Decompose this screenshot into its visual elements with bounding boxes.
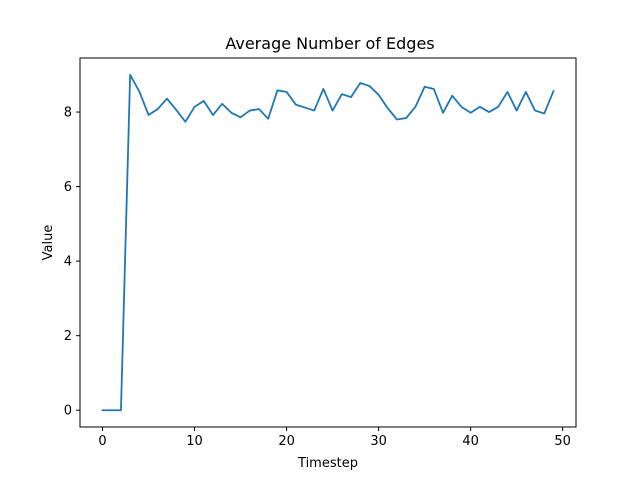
x-tick-label: 0 — [98, 434, 106, 449]
x-tick-label: 40 — [462, 434, 479, 449]
x-tick-label: 50 — [554, 434, 571, 449]
y-tick-label: 8 — [64, 106, 72, 121]
axes-frame — [79, 57, 577, 428]
y-tick-label: 0 — [64, 404, 72, 419]
y-tick-label: 2 — [64, 329, 72, 344]
y-tick-label: 4 — [64, 255, 72, 270]
x-axis: 0 10 20 30 40 50 — [98, 427, 571, 449]
plot-area — [101, 73, 555, 412]
y-axis: 0 2 4 6 8 — [64, 106, 80, 419]
y-tick-label: 6 — [64, 180, 72, 195]
x-tick-label: 20 — [278, 434, 295, 449]
x-tick-label: 10 — [186, 434, 203, 449]
y-axis-label: Value — [41, 225, 56, 261]
series-line-0 — [101, 73, 555, 412]
chart-title: Average Number of Edges — [225, 34, 434, 53]
x-tick-label: 30 — [370, 434, 387, 449]
x-axis-label: Timestep — [297, 456, 358, 471]
